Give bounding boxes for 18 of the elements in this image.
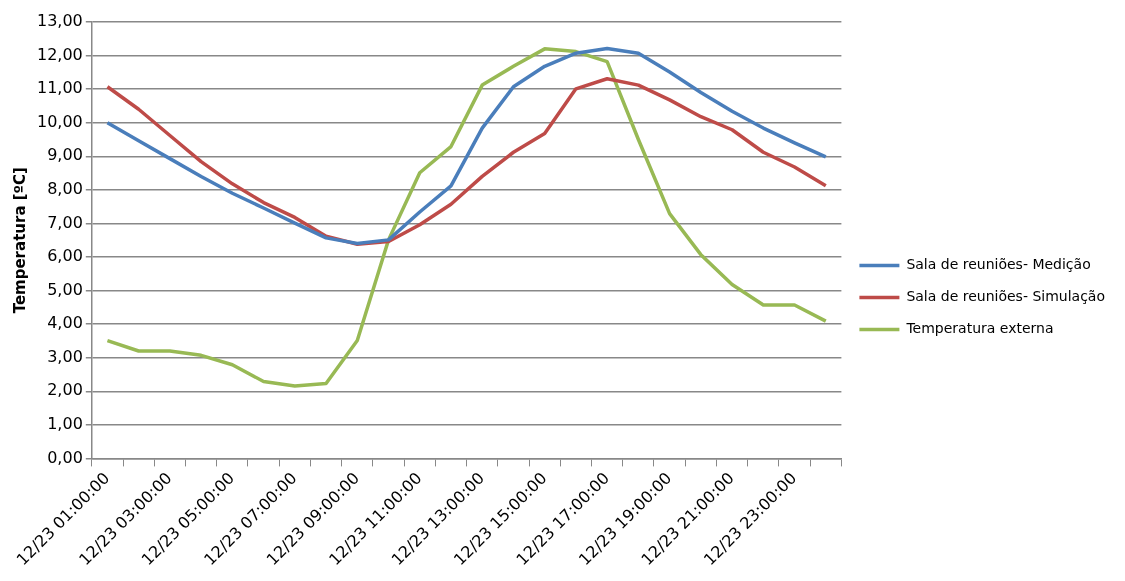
y-tick-label: 12,00 xyxy=(36,44,83,64)
y-tick-label: 2,00 xyxy=(47,380,83,400)
y-tick-label: 11,00 xyxy=(36,78,83,98)
y-tick-label: 7,00 xyxy=(47,212,83,232)
y-tick-label: 8,00 xyxy=(47,179,83,199)
y-tick-label: 10,00 xyxy=(36,111,83,131)
y-tick-label: 5,00 xyxy=(47,279,83,299)
legend-label: Temperatura externa xyxy=(905,320,1054,337)
y-tick-label: 6,00 xyxy=(47,246,83,266)
y-tick-label: 4,00 xyxy=(47,313,83,333)
y-tick-label: 3,00 xyxy=(47,346,83,366)
legend-label: Sala de reuniões- Simulação xyxy=(906,288,1105,305)
y-tick-label: 1,00 xyxy=(47,414,83,433)
y-tick-label: 9,00 xyxy=(47,145,83,165)
y-tick-label: 0,00 xyxy=(47,447,83,467)
y-tick-label: 13,00 xyxy=(36,11,83,31)
y-axis-title: Temperatura [ºC] xyxy=(10,167,29,314)
legend-label: Sala de reuniões- Medição xyxy=(906,256,1091,273)
